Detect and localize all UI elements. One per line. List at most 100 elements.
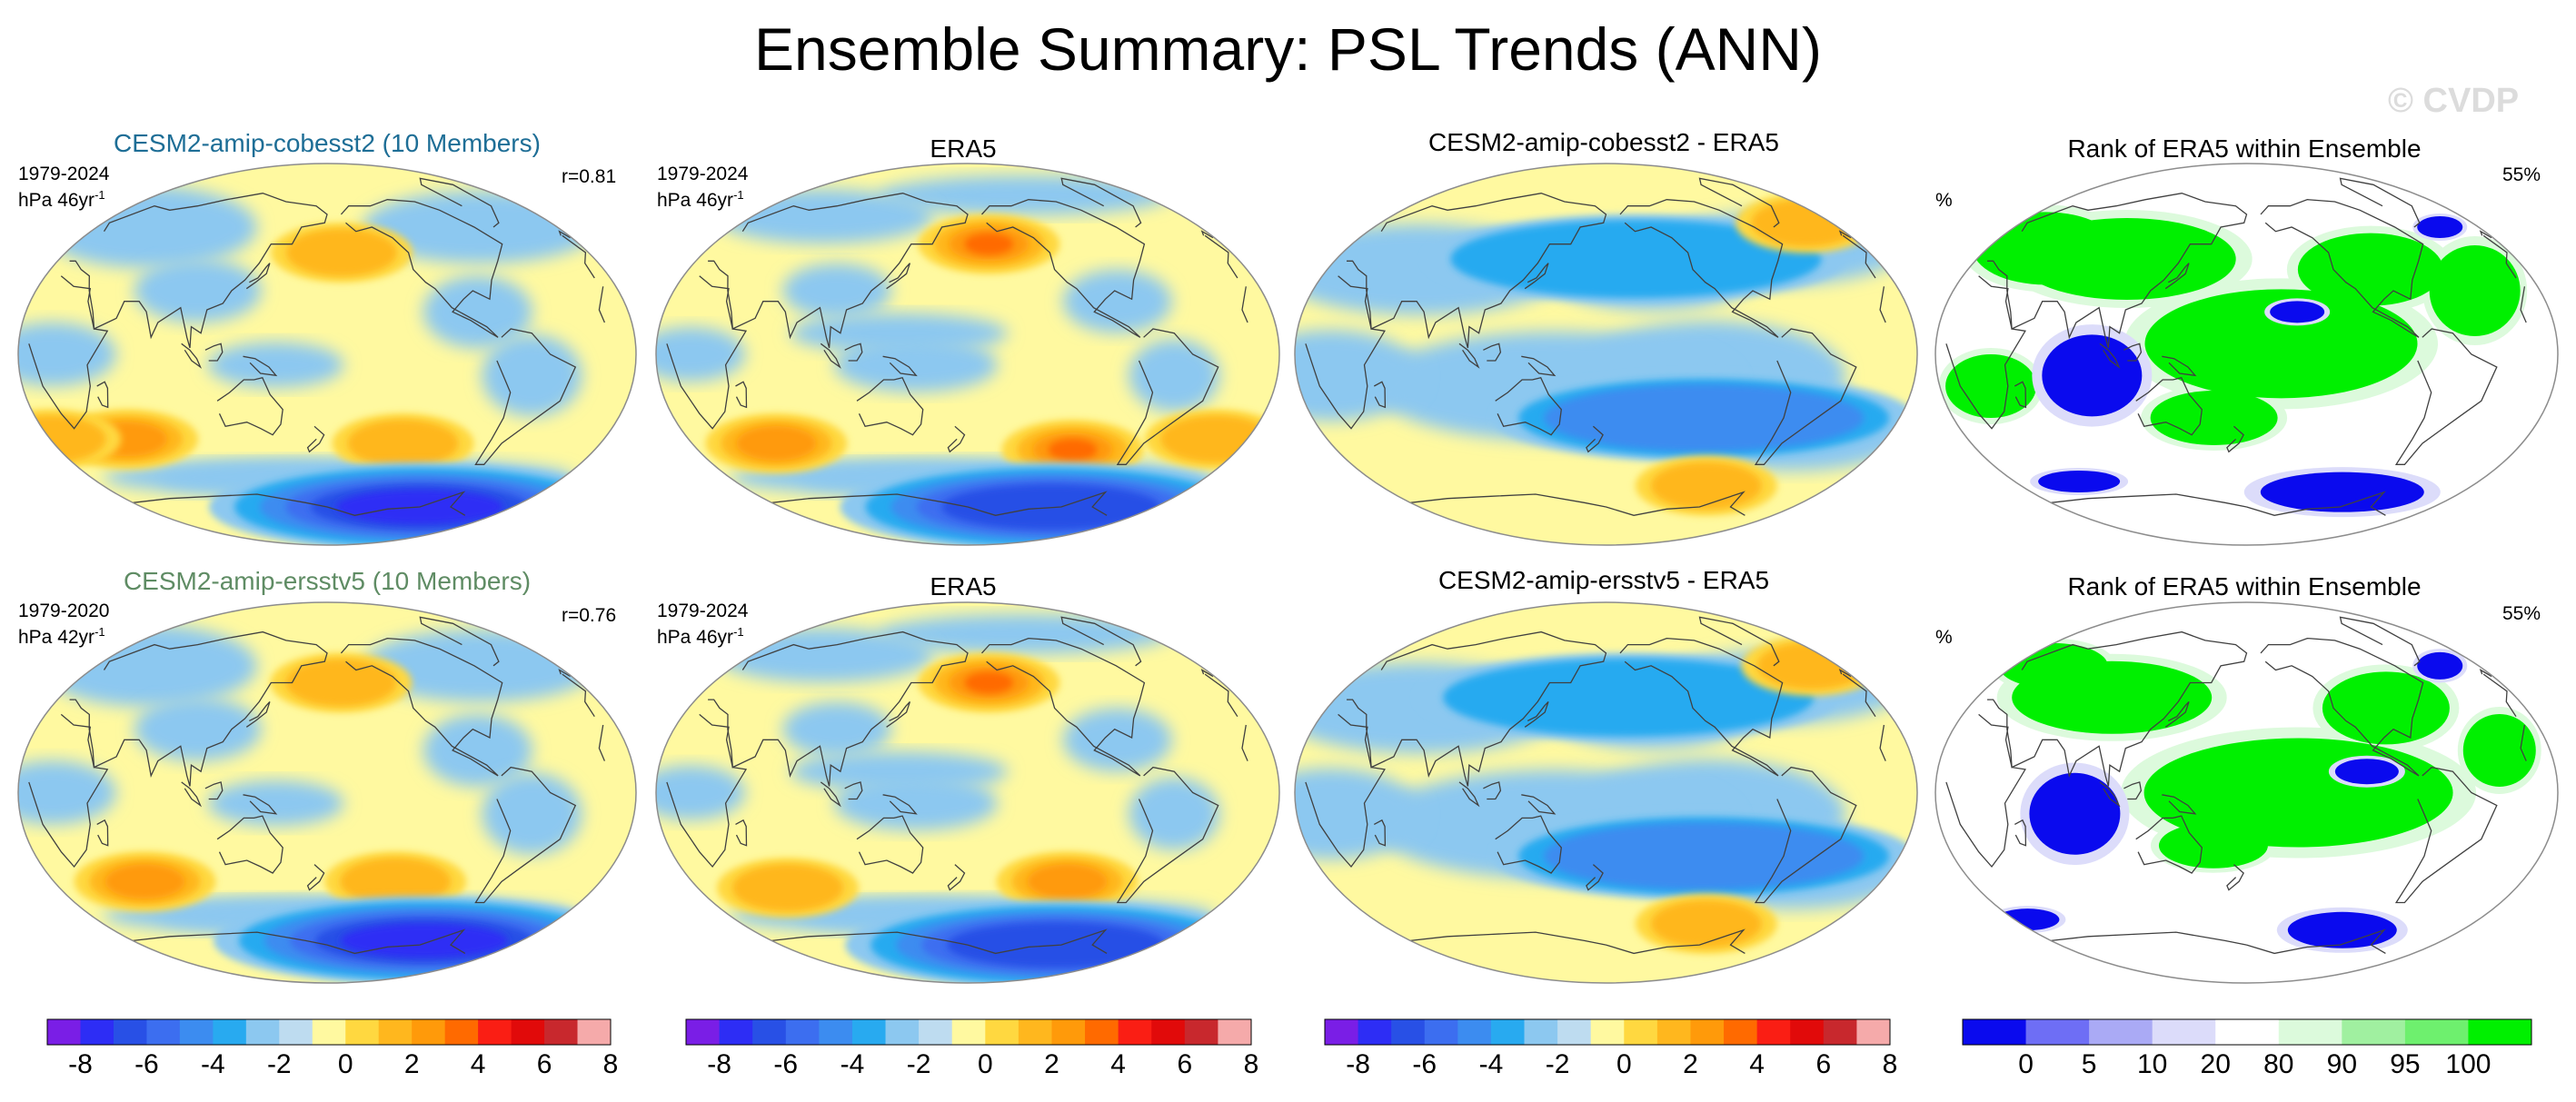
coastline-uk [1838,230,1852,239]
row1-obs-map-feature-south-atlantic [1160,415,1272,463]
row1-obs-map-feature-north-pacific [964,233,1014,255]
colorbar-model-swatch [245,1019,280,1045]
row2-rank-map [1935,602,2558,983]
row1-model-map-negative-region [482,334,582,417]
row1-diff-map-feature-southern-ocean [1650,462,1762,510]
coastline-africa [1879,286,1886,323]
row1-model-map-border [17,163,637,546]
row2-obs-period: 1979-2024 [657,601,749,621]
coastline-new-zealand [306,864,325,891]
row2-rank-map-low-rank-region [2287,911,2397,948]
row1-obs-map-border [655,163,1280,546]
coastline-sumatra [820,781,841,808]
colorbar-obs-swatch [752,1019,787,1045]
coastline-madagascar [735,381,748,409]
row2-obs-map-negative-region [1129,777,1220,850]
coastline-north-america [1619,199,1784,338]
colorbar-model-swatch [478,1019,512,1045]
coastline-sumatra [181,781,203,808]
row2-model-map-negative-region [134,697,262,761]
row1-obs-map-negative-region [782,263,892,318]
row2-model-map-feature-north-pacific [285,659,397,707]
row1-diff-map-border [1294,163,1918,546]
coastline-australia [1495,376,1562,436]
row1-diff-map-negative-region [1295,330,1422,422]
row2-model-correlation: r=0.76 [562,605,617,626]
coastline-eurasia [1347,630,1607,787]
colorbar-obs-swatch [919,1019,953,1045]
colorbar-obs-swatch [719,1019,753,1045]
coastline-eurasia [1204,234,1238,279]
row1-model-title: CESM2-amip-cobesst2 (10 Members) [114,129,541,157]
colorbar-obs-swatch [1085,1019,1119,1045]
colorbar-diff-swatch [1790,1019,1825,1045]
row1-rank-map-high-rank-region [1973,212,2119,285]
coastline-antarctica [2246,928,2386,955]
colorbar-diff-tick-label: 4 [1749,1049,1765,1079]
row2-obs-map-feature-south-pacific [1027,864,1108,899]
coastline-antarctica [1606,928,1746,955]
row2-model-map-coastlines [28,616,605,955]
coastline-africa [1879,724,1886,761]
row1-model-map [18,164,636,545]
colorbar-obs-swatch [1118,1019,1152,1045]
coastline-antarctica [326,491,466,516]
colorbar-diff-swatch [1524,1019,1558,1045]
colorbar-rank-tick-label: 20 [2200,1049,2231,1079]
row1-model-map-negative-region [134,259,262,323]
coastline-sumatra [1458,343,1480,369]
row1-rank-map-border [1934,163,2559,546]
row2-model-map-negative-region [482,772,582,855]
colorbar-diff-swatch [1557,1019,1592,1045]
row2-model-units: hPa 42yr-1 [18,625,105,648]
row1-diff-map-feature-north-atlantic [1751,199,1863,247]
coastline-uk [558,669,571,678]
coastline-madagascar [2014,381,2027,409]
coastline-new-zealand [306,425,325,453]
coastline-new-guinea [1521,794,1557,815]
row2-model-map-feature-antarctica-southern-ocean [340,923,508,958]
row2-rank-map-border [1934,601,2559,984]
row1-obs-map-negative-region [1062,269,1172,333]
row2-rank-map-coastlines [1945,616,2527,955]
row2-diff-map-border [1294,601,1918,984]
colorbar-rank-swatch [1963,1019,2027,1045]
coastline-madagascar [2014,819,2027,847]
colorbar-diff-swatch [1325,1019,1359,1045]
coastline-africa [598,724,605,761]
row1-rank-map-high-rank-region [2150,391,2278,445]
coastline-greenland [1060,177,1142,228]
row2-obs-map-coastlines [666,616,1248,955]
coastline-south-america [2394,328,2498,465]
colorbar-diff-swatch [1490,1019,1526,1045]
coastline-antarctica [967,491,1108,516]
coastline-eurasia [1842,234,1876,279]
row1-model-map-feature-north-pacific [285,229,397,276]
colorbar-diff-swatch [1590,1019,1625,1045]
colorbar-diff-tick-label: -4 [1478,1049,1504,1079]
row2-model-title: CESM2-amip-ersstv5 (10 Members) [123,567,532,595]
coastline-africa [1305,275,1386,430]
colorbar-model-tick-label: -6 [134,1049,159,1079]
row2-model-map-feature-southern-indian-ocean [104,864,185,899]
coastline-uk [1200,669,1214,678]
colorbar-rank-frame [1962,1018,2532,1046]
row2-diff-map-feature-east-pacific [1544,822,1865,890]
colorbar-rank-swatch [2404,1019,2469,1045]
coastline-greenland [2339,177,2421,228]
coastline-uk [2479,669,2492,678]
colorbar-rank-tick-label: 80 [2263,1049,2294,1079]
colorbar-model-swatch [345,1019,380,1045]
coastline-antarctica [2246,491,2386,516]
coastline-africa [28,275,109,430]
row2-obs-map-feature-southern-indian-ocean [731,864,843,912]
coastline-antarctica [1410,493,1606,508]
colorbar-rank-tick-label: 0 [2018,1049,2034,1079]
colorbar-obs-tick-label: -4 [840,1049,865,1079]
coastline-africa [1945,275,2026,430]
coastline-africa [28,713,109,869]
coastline-greenland [1698,177,1780,228]
coastline-south-america [1116,328,1219,465]
coastline-eurasia [562,234,595,279]
row2-obs-map-negative-region [782,701,892,757]
